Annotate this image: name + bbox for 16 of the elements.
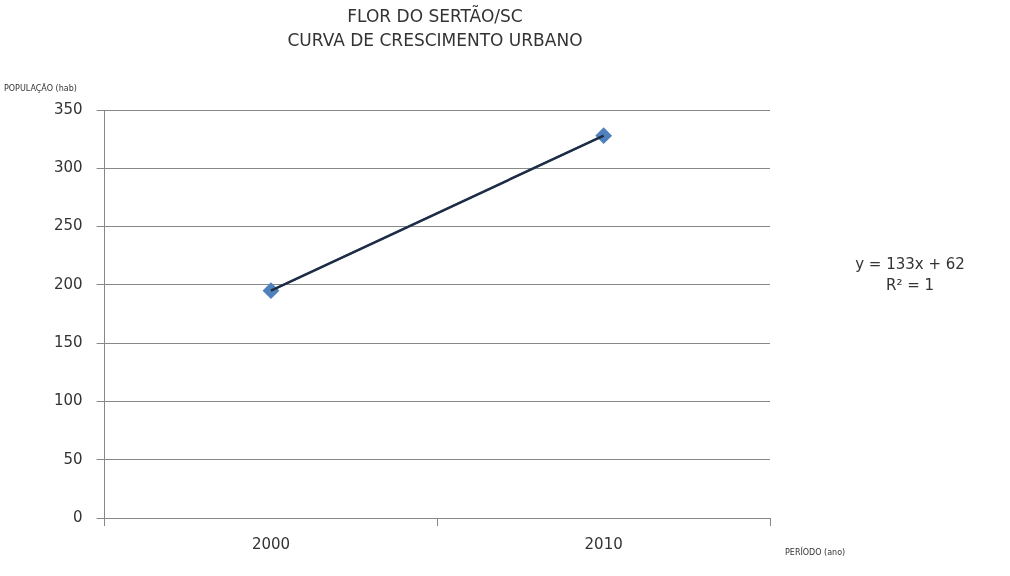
y-tick-label: 200 [53,274,83,293]
y-tick-label: 50 [63,449,83,468]
y-tick-label: 250 [53,216,83,235]
text: y = 133x + 62 [854,255,966,273]
y-tick-label: 150 [53,333,83,352]
x-axis-title: PERÍODO (ano) [785,548,846,557]
chart-subtitle: CURVA DE CRESCIMENTO URBANO [286,30,584,50]
y-tick-label: 350 [53,99,83,118]
y-tick-label: 300 [53,158,83,177]
text: R² = 1 [884,276,936,294]
x-tick-label: 2000 [251,534,291,553]
y-tick-label: 0 [73,507,83,526]
chart-title: FLOR DO SERTÃO/SC [346,6,524,26]
y-axis-title: POPULAÇÃO (hab) [4,84,77,93]
x-tick-label: 2010 [584,534,623,553]
y-tick-label: 100 [53,391,83,410]
